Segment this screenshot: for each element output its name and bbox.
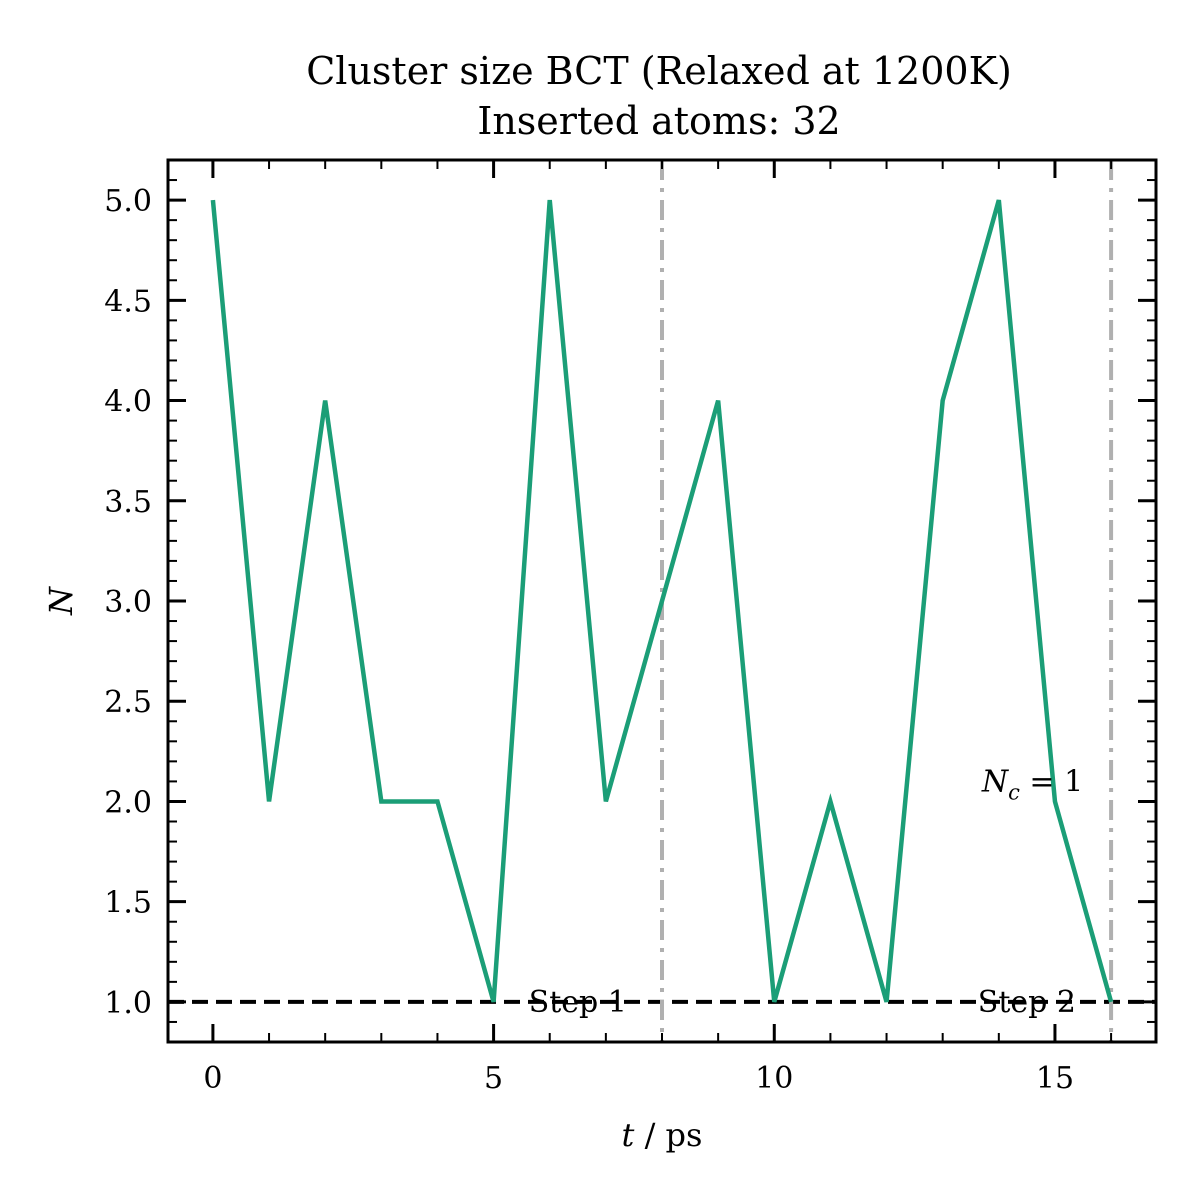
- series-layer: [210, 199, 1114, 1003]
- annotation-step-1: Step 1: [529, 985, 627, 1020]
- x-tick-label: 5: [484, 1061, 503, 1096]
- annotation-critical-size-sub: c: [1008, 780, 1020, 804]
- plot-area: Step 1 Step 2 Nc = 1 0 5 10 15 1.0 1.5 2.0 2.5 3…: [104, 158, 1158, 1096]
- annotations: Step 1 Step 2 Nc = 1: [529, 764, 1083, 1019]
- title-group: Cluster size BCT (Relaxed at 1200K) Inse…: [306, 49, 1012, 143]
- x-tick-label: 15: [1036, 1061, 1074, 1096]
- y-tick-label: 3.5: [104, 485, 152, 520]
- annotation-critical-size: Nc = 1: [981, 764, 1083, 804]
- y-tick-label: 3.0: [104, 585, 152, 620]
- y-tick-label: 4.5: [104, 284, 152, 319]
- series-line-0: [210, 199, 1114, 1003]
- y-tick-label: 1.0: [104, 986, 152, 1021]
- x-axis-label: t / ps: [622, 1116, 703, 1154]
- y-tick-label: 2.0: [104, 785, 152, 820]
- x-tick-label: 0: [203, 1061, 222, 1096]
- annotation-critical-size-var: N: [981, 764, 1010, 799]
- x-tick-label: 10: [755, 1061, 793, 1096]
- y-tick-label: 4.0: [104, 385, 152, 420]
- axis-labels: t / ps N: [42, 586, 702, 1154]
- annotation-critical-size-value: = 1: [1020, 764, 1083, 799]
- annotation-step-2: Step 2: [978, 985, 1076, 1020]
- chart-subtitle: Inserted atoms: 32: [477, 99, 840, 143]
- y-tick-label: 1.5: [104, 886, 152, 921]
- axis-ticks: 0 5 10 15 1.0 1.5 2.0 2.5 3.0 3.5 4.0 4.5 5.0: [104, 159, 1156, 1096]
- y-tick-label: 5.0: [104, 184, 152, 219]
- chart-title: Cluster size BCT (Relaxed at 1200K): [306, 49, 1012, 93]
- y-tick-label: 2.5: [104, 685, 152, 720]
- y-axis-label: N: [42, 586, 80, 616]
